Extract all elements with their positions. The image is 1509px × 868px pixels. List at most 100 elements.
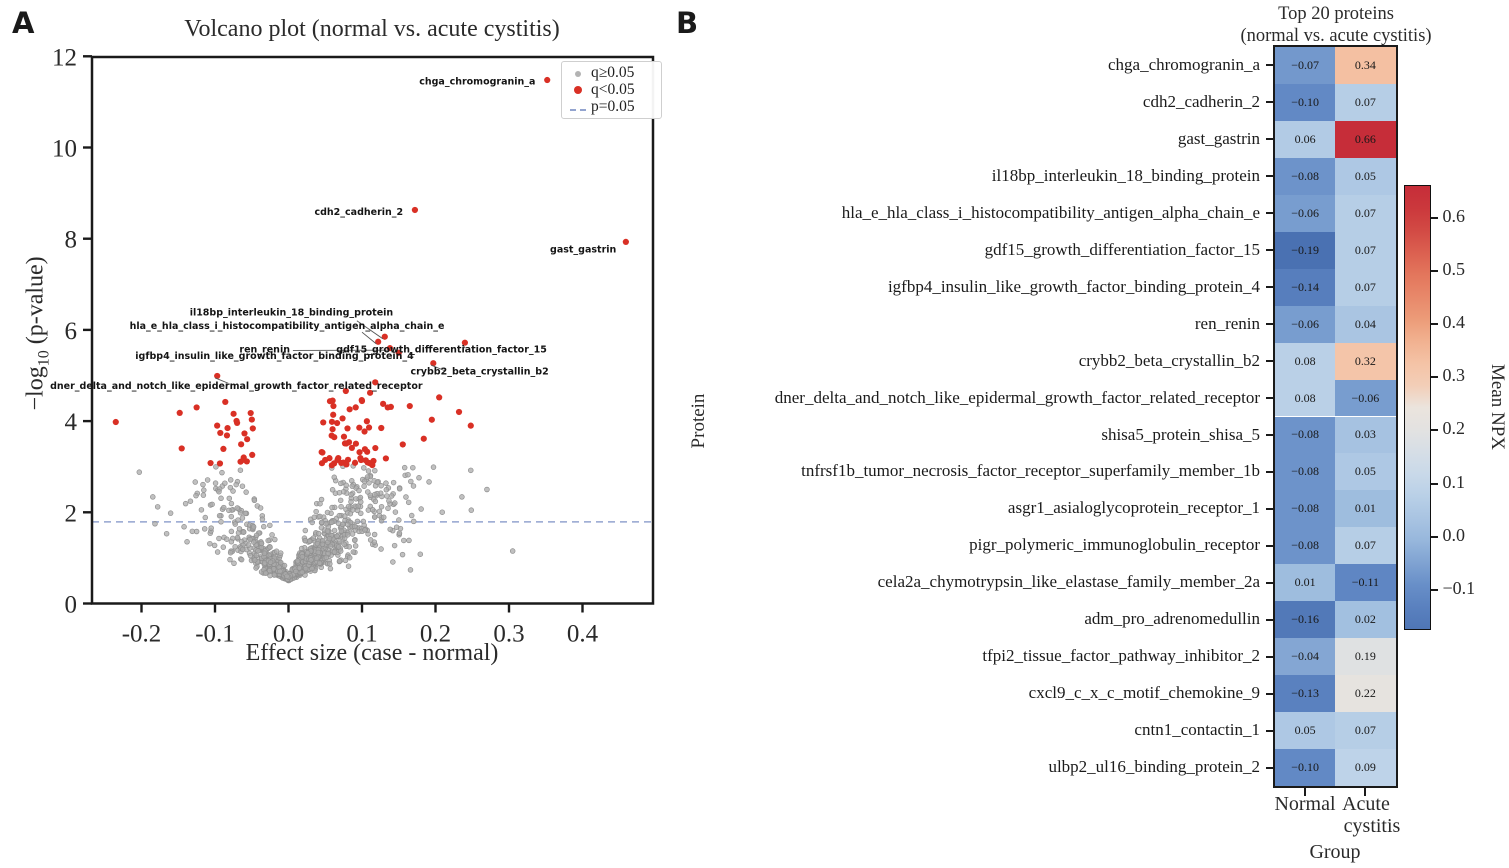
heatmap-row-label: dner_delta_and_notch_like_epidermal_grow… [774,387,1260,407]
row-tick [1266,433,1273,436]
y-tick-label: 12 [52,44,77,71]
heatmap-col-label-acute-line1: Acute [1342,793,1390,815]
heatmap-row-label: pigr_polymeric_immunoglobulin_receptor [969,535,1260,555]
heatmap-row-label: cxcl9_c_x_c_motif_chemokine_9 [1028,683,1260,703]
y-tick-label: 0 [65,592,78,619]
gray-point [309,519,315,526]
gray-point [219,469,225,476]
row-tick [1266,655,1273,658]
y-tick-label: 10 [52,136,77,163]
gray-point [352,543,359,549]
y-tick-label: 6 [65,318,78,345]
gray-point [348,499,354,505]
y-tick-label: 4 [65,409,78,436]
gray-point [408,512,415,519]
heatmap-row-label: il18bp_interleukin_18_binding_protein [991,165,1260,185]
panel-a-letter: A [12,6,35,40]
heatmap-xlabel: Group [1309,841,1361,863]
heatmap-row-label: asgr1_asialoglycoprotein_receptor_1 [1007,498,1260,518]
colorbar-tick [1430,482,1438,485]
colorbar-tick-label: 0.4 [1442,312,1466,333]
colorbar-tick-label: 0.3 [1442,365,1466,386]
gray-point [365,468,372,474]
colorbar [1404,185,1431,630]
scatter-points [112,76,629,584]
colorbar-tick [1430,588,1438,591]
gray-point [207,540,213,547]
gray-point [401,537,407,544]
gray-point [181,524,187,530]
heatmap-row-label: igfbp4_insulin_like_growth_factor_bindin… [887,276,1260,296]
volcano-plot: -0.2 -0.1 0.0 0.1 0.2 0.3 0.4024681012chga_chr… [50,44,655,648]
row-tick [1266,470,1273,473]
colorbar-tick-label: 0.2 [1442,418,1466,439]
gray-point [152,521,158,527]
gray-point [378,482,384,489]
colorbar-tick-label: −0.1 [1442,577,1476,598]
colorbar-tick [1430,216,1438,219]
heatmap-col-label-acute-line2: cystitis [1343,815,1401,837]
gray-point [218,495,224,502]
heatmap-row-label: tfpi2_tissue_factor_pathway_inhibitor_2 [982,646,1260,666]
gray-point [372,467,378,474]
gray-point [311,514,318,521]
x-tick-label: -0.2 [122,621,162,648]
gray-point [213,464,219,470]
heatmap-ylabel: Protein [688,393,709,449]
heatmap-row-label: chga_chromogranin_a [1108,55,1260,74]
heatmap-row-label: cdh2_cadherin_2 [1142,91,1260,111]
gray-point [228,513,235,520]
gray-point [150,494,156,500]
gray-point [403,494,409,500]
y-tick-label: 8 [65,227,78,254]
heatmap-row-label: ren_renin [1194,313,1260,333]
gray-point [371,531,378,538]
axis-ticks [83,55,584,613]
heatmap-row-label: gdf15_growth_differentiation_factor_15 [984,239,1260,259]
row-tick [1266,729,1273,732]
row-tick [1266,581,1273,584]
x-tick-label: 0.0 [273,621,304,648]
gray-point [239,515,246,521]
heatmap-border [1273,45,1398,788]
colorbar-tick-label: 0.5 [1442,259,1466,280]
colorbar-tick [1430,270,1438,273]
row-tick [1266,544,1273,547]
row-tick [1266,138,1273,141]
x-tick-label: -0.1 [195,621,235,648]
row-tick [1266,618,1273,621]
gray-point [192,479,198,485]
row-tick [1266,766,1273,769]
gray-point [336,558,343,564]
colorbar-tick [1430,323,1438,326]
gray-point [407,567,414,573]
gray-point [228,500,235,507]
colorbar-tick-label: 0.1 [1442,471,1466,492]
row-tick [1266,360,1273,363]
gray-point [338,503,344,510]
gray-point [354,518,361,525]
heatmap-row-label: adm_pro_adrenomedullin [1084,609,1260,629]
heatmap-row-label: crybb2_beta_crystallin_b2 [1078,350,1260,370]
heatmap-row-label: cela2a_chymotrypsin_like_elastase_family… [877,572,1260,592]
heatmap-row-label: cntn1_contactin_1 [1134,720,1260,740]
gray-point [267,522,273,529]
row-tick [1266,64,1273,67]
heatmap-row-label: gast_gastrin [1177,128,1260,148]
colorbar-tick [1430,376,1438,379]
gray-point [227,556,233,563]
gray-point [201,526,208,532]
colorbar-tick-label: 0.0 [1442,524,1466,545]
row-tick [1266,249,1273,252]
volcano-title: Volcano plot (normal vs. acute cystitis) [184,16,560,42]
row-tick [1266,175,1273,178]
colorbar-tick [1430,535,1438,538]
gray-point [337,497,344,504]
colorbar-tick-label: 0.6 [1442,205,1466,226]
gray-point [390,479,397,486]
row-tick [1266,286,1273,289]
gray-point [200,481,206,488]
heatmap-row-label: tnfrsf1b_tumor_necrosis_factor_receptor_… [801,461,1260,481]
x-tick-label: 0.3 [493,621,524,648]
